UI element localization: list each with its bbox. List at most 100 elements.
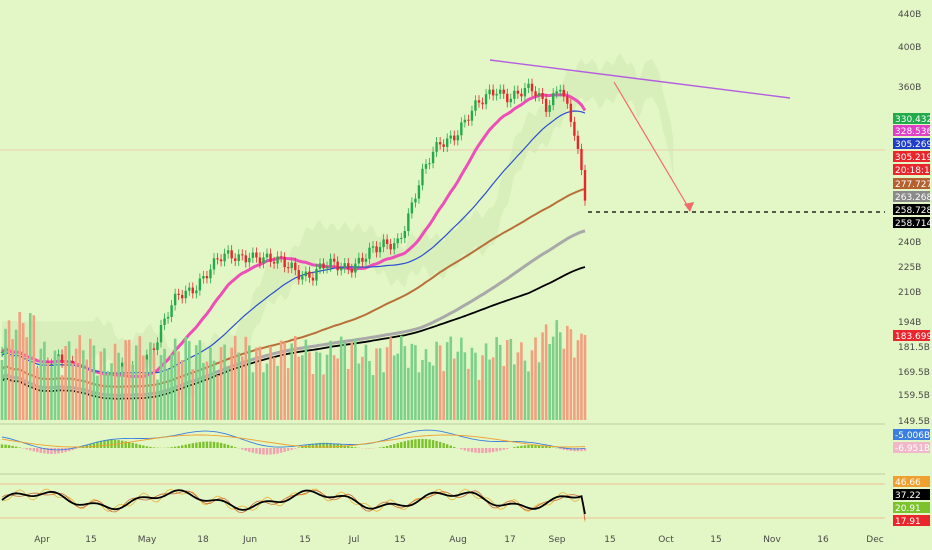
price-candle (435, 142, 438, 152)
macd-signal-line (1, 434, 586, 448)
macd-histogram-bar (530, 444, 534, 448)
price-candle (403, 231, 406, 238)
macd-histogram-bar (435, 440, 438, 448)
macd-histogram-bar (255, 448, 258, 454)
macd-histogram-bar (99, 440, 103, 448)
macd-histogram-bar (537, 445, 541, 448)
macd-histogram-bar (110, 439, 113, 448)
price-candle (332, 258, 336, 262)
price-candle (502, 89, 505, 94)
y-axis-tick-label: 210B (898, 288, 921, 298)
macd-histogram-bar (124, 441, 127, 448)
volume-bar (576, 340, 580, 420)
macd-histogram-bar (131, 442, 134, 448)
price-candle (467, 119, 470, 121)
macd-histogram-bar (272, 448, 276, 455)
volume-bar (527, 371, 530, 420)
volume-bar (60, 375, 64, 420)
price-candle (428, 163, 431, 165)
volume-bar (124, 340, 127, 420)
x-axis-tick-label: 17 (504, 535, 515, 545)
price-candle (414, 198, 417, 203)
macd-histogram-bar (453, 446, 456, 448)
price-candle (248, 257, 251, 263)
price-candle (523, 88, 527, 97)
price-candle (287, 267, 290, 269)
price-candle (537, 93, 541, 97)
macd-histogram-bar (438, 441, 442, 448)
x-axis-tick-label: Jun (242, 535, 257, 545)
macd-histogram-bar (297, 447, 300, 448)
price-candle (290, 262, 293, 269)
price-candle (258, 257, 262, 264)
price-candle (463, 119, 467, 123)
volume-bar (120, 366, 124, 420)
volume-bar (442, 371, 445, 420)
price-value-badge: 328.536B (895, 127, 932, 137)
macd-histogram-bar (223, 443, 226, 448)
volume-bar (265, 363, 269, 420)
macd-histogram-bar (202, 441, 205, 448)
rsi-value-badge-bg (893, 515, 930, 526)
macd-histogram-bar (4, 444, 7, 448)
price-candle (262, 257, 265, 264)
macd-histogram-bar (527, 445, 530, 448)
rsi-value-badge: 17.91 (895, 517, 921, 527)
macd-histogram-bar (36, 448, 39, 453)
volume-bar (336, 358, 339, 420)
price-candle (251, 252, 255, 258)
volume-bar (237, 352, 241, 420)
rsi-value-badge-bg (893, 502, 930, 513)
macd-histogram-bar (234, 447, 237, 448)
volume-bar (18, 312, 21, 420)
y-axis-tick-label: 400B (898, 43, 921, 53)
price-candle (527, 83, 530, 89)
macd-histogram-bar (181, 445, 184, 448)
macd-histogram-bar (463, 448, 467, 451)
price-candle (583, 169, 587, 201)
price-candle (237, 254, 240, 261)
price-candle (329, 258, 332, 267)
volume-bar (562, 348, 566, 420)
volume-bar (149, 342, 152, 420)
macd-histogram-bar (241, 448, 244, 450)
macd-histogram-bar (407, 440, 410, 448)
moving-average-line-0 (1, 93, 587, 379)
macd-histogram-bar (417, 438, 421, 448)
macd-histogram-bar (481, 448, 484, 454)
price-candle (410, 202, 414, 214)
price-candle (60, 354, 64, 363)
macd-histogram-bar (279, 448, 283, 453)
x-axis-tick-label: 16 (817, 535, 829, 545)
volume-bar (332, 355, 336, 420)
price-candle (230, 250, 233, 259)
x-axis-tick-label: Oct (658, 535, 674, 545)
macd-histogram-bar (219, 442, 223, 448)
volume-bar (301, 355, 304, 420)
volume-bar (396, 353, 400, 420)
volume-bar (113, 343, 117, 420)
y-axis-tick-label: 181.5B (898, 343, 930, 353)
volume-bar (399, 335, 403, 420)
macd-histogram-bar (248, 448, 251, 452)
volume-bar (240, 356, 244, 420)
macd-histogram-bar (29, 448, 32, 451)
cloud-area (2, 53, 674, 403)
macd-histogram-bar (195, 442, 198, 448)
volume-bar (156, 379, 159, 420)
volume-bar (159, 354, 163, 420)
volume-bar (226, 367, 230, 420)
macd-histogram-bar (378, 447, 382, 448)
price-candle (566, 96, 569, 104)
volume-bar (64, 346, 67, 420)
price-candle (177, 293, 180, 295)
volume-bar (346, 369, 350, 420)
price-candle (431, 151, 435, 164)
volume-bar (555, 320, 559, 420)
macd-histogram-bar (576, 448, 580, 452)
price-candle (438, 142, 442, 145)
macd-histogram-bar (11, 445, 14, 448)
price-candle (304, 271, 308, 277)
price-candle (477, 100, 481, 103)
